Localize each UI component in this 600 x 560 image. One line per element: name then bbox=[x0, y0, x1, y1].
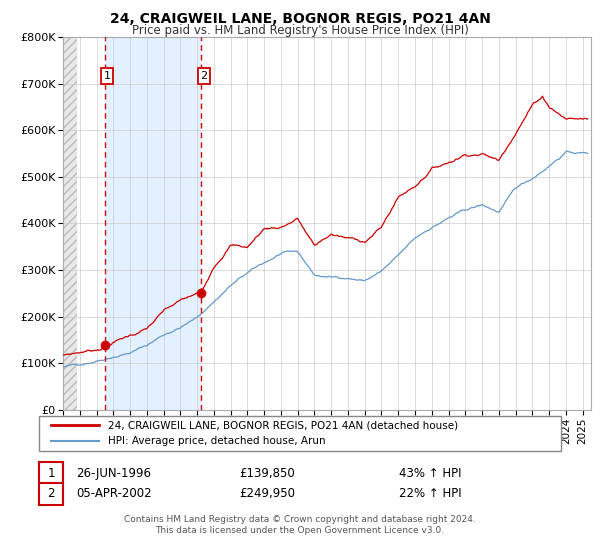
Text: 05-APR-2002: 05-APR-2002 bbox=[76, 487, 152, 501]
Text: 2: 2 bbox=[200, 71, 208, 81]
Text: Price paid vs. HM Land Registry's House Price Index (HPI): Price paid vs. HM Land Registry's House … bbox=[131, 24, 469, 37]
Text: 22% ↑ HPI: 22% ↑ HPI bbox=[399, 487, 461, 501]
Text: 2: 2 bbox=[47, 487, 55, 501]
Text: 24, CRAIGWEIL LANE, BOGNOR REGIS, PO21 4AN (detached house): 24, CRAIGWEIL LANE, BOGNOR REGIS, PO21 4… bbox=[108, 420, 458, 430]
Text: Contains HM Land Registry data © Crown copyright and database right 2024.: Contains HM Land Registry data © Crown c… bbox=[124, 515, 476, 524]
Text: HPI: Average price, detached house, Arun: HPI: Average price, detached house, Arun bbox=[108, 436, 326, 446]
Text: £139,850: £139,850 bbox=[239, 466, 295, 480]
Text: 26-JUN-1996: 26-JUN-1996 bbox=[76, 466, 151, 480]
Text: £249,950: £249,950 bbox=[239, 487, 295, 501]
Text: 1: 1 bbox=[104, 71, 110, 81]
Text: This data is licensed under the Open Government Licence v3.0.: This data is licensed under the Open Gov… bbox=[155, 526, 445, 535]
Text: 43% ↑ HPI: 43% ↑ HPI bbox=[399, 466, 461, 480]
Bar bbox=[104, 37, 202, 410]
Text: 24, CRAIGWEIL LANE, BOGNOR REGIS, PO21 4AN: 24, CRAIGWEIL LANE, BOGNOR REGIS, PO21 4… bbox=[110, 12, 490, 26]
Bar bbox=[63, 37, 77, 410]
Text: 1: 1 bbox=[47, 466, 55, 480]
